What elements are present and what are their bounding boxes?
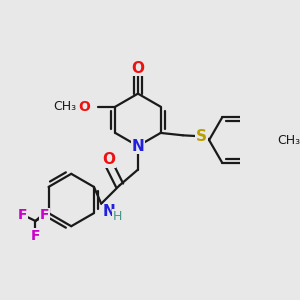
Text: F: F bbox=[31, 229, 40, 243]
Text: O: O bbox=[78, 100, 90, 114]
Text: N: N bbox=[132, 139, 144, 154]
Text: CH₃: CH₃ bbox=[278, 134, 300, 147]
Text: S: S bbox=[196, 129, 207, 144]
Text: N: N bbox=[103, 205, 116, 220]
Text: CH₃: CH₃ bbox=[53, 100, 76, 113]
Text: F: F bbox=[18, 208, 27, 223]
Text: H: H bbox=[112, 210, 122, 223]
Text: O: O bbox=[131, 61, 144, 76]
Text: F: F bbox=[40, 208, 50, 223]
Text: O: O bbox=[103, 152, 116, 167]
